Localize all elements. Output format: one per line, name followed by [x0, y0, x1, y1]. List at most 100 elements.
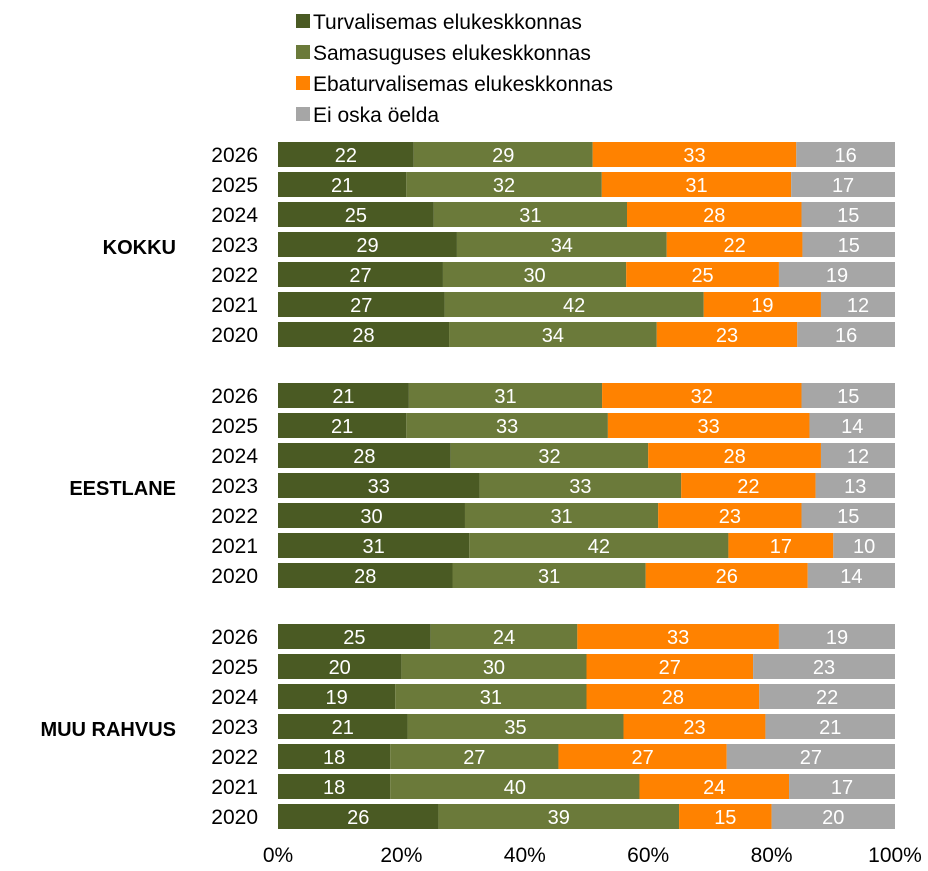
data-label: 12 — [847, 446, 869, 468]
bar-segment-3 — [681, 473, 816, 498]
bar-segment-3 — [592, 142, 797, 167]
bar-segment-1 — [278, 714, 408, 739]
bar-row-2022: 2022 27 30 25 19 — [211, 262, 895, 287]
bar-segment-1 — [278, 322, 450, 347]
bar-segment-4 — [778, 624, 895, 649]
bar-segment-4 — [789, 774, 895, 799]
bar-segment-1 — [278, 624, 431, 649]
year-label: 2021 — [211, 535, 258, 558]
bar-segment-1 — [278, 533, 470, 558]
data-label: 18 — [323, 777, 345, 799]
data-label: 31 — [685, 175, 707, 197]
data-label: 25 — [345, 205, 367, 227]
bar-segment-2 — [406, 413, 608, 438]
bar-segment-1 — [278, 804, 439, 829]
bar-row-2020: 2020 26 39 15 20 — [211, 804, 895, 829]
bar-segment-1 — [278, 684, 396, 709]
bar-segment-3 — [626, 262, 779, 287]
bar-segment-2 — [408, 383, 603, 408]
data-label: 17 — [770, 536, 792, 558]
data-label: 27 — [349, 265, 371, 287]
legend-swatch-4 — [296, 107, 310, 121]
bar-segment-2 — [449, 322, 657, 347]
bar-segment-1 — [278, 473, 480, 498]
year-label: 2023 — [211, 475, 258, 498]
data-label: 25 — [343, 627, 365, 649]
year-label: 2021 — [211, 776, 258, 799]
data-label: 35 — [504, 717, 526, 739]
bar-segment-3 — [658, 503, 802, 528]
year-label: 2026 — [211, 385, 258, 408]
data-label: 19 — [751, 295, 773, 317]
bar-row-2023: 2023 21 35 23 21 — [211, 714, 895, 739]
data-label: 27 — [350, 295, 372, 317]
bar-segment-3 — [623, 714, 766, 739]
bar-segment-2 — [469, 533, 729, 558]
bar-row-2025: 2025 21 32 31 17 — [211, 172, 895, 197]
bar-segment-3 — [679, 804, 772, 829]
bar-row-2023: 2023 33 33 22 13 — [211, 473, 895, 498]
year-label: 2026 — [211, 626, 258, 649]
data-label: 28 — [354, 566, 376, 588]
bar-segment-1 — [278, 744, 391, 769]
data-label: 10 — [853, 536, 875, 558]
data-label: 30 — [523, 265, 545, 287]
bar-segment-4 — [801, 383, 895, 408]
bar-row-2026: 2026 22 29 33 16 — [211, 142, 895, 167]
bar-row-2026: 2026 25 24 33 19 — [211, 624, 895, 649]
bar-segment-1 — [278, 142, 414, 167]
bar-segment-3 — [586, 654, 754, 679]
bar-segment-2 — [450, 443, 649, 468]
data-label: 19 — [325, 687, 347, 709]
data-label: 19 — [826, 265, 848, 287]
bar-segment-4 — [791, 172, 895, 197]
data-label: 32 — [493, 175, 515, 197]
bar-segment-3 — [627, 202, 802, 227]
year-label: 2024 — [211, 686, 258, 709]
legend-swatch-1 — [296, 14, 310, 28]
data-label: 23 — [716, 325, 738, 347]
bar-segment-1 — [278, 232, 457, 257]
bar-segment-2 — [401, 654, 587, 679]
data-label: 31 — [480, 687, 502, 709]
data-label: 28 — [703, 205, 725, 227]
data-label: 32 — [538, 446, 560, 468]
data-label: 17 — [832, 175, 854, 197]
bar-segment-4 — [833, 533, 895, 558]
data-label: 34 — [542, 325, 564, 347]
data-label: 29 — [492, 145, 514, 167]
data-label: 27 — [800, 747, 822, 769]
bar-segment-3 — [586, 684, 760, 709]
data-label: 20 — [329, 657, 351, 679]
x-tick-label: 20% — [380, 844, 422, 867]
bar-row-2021: 2021 18 40 24 17 — [211, 774, 895, 799]
data-label: 22 — [737, 476, 759, 498]
x-tick-label: 60% — [627, 844, 669, 867]
data-label: 33 — [698, 416, 720, 438]
year-label: 2020 — [211, 806, 258, 829]
bar-segment-4 — [778, 262, 895, 287]
bar-segment-4 — [802, 232, 895, 257]
data-label: 31 — [519, 205, 541, 227]
bar-segment-2 — [444, 292, 704, 317]
bar-row-2024: 2024 28 32 28 12 — [211, 443, 895, 468]
bar-segment-2 — [479, 473, 682, 498]
data-label: 25 — [691, 265, 713, 287]
bar-segment-3 — [558, 744, 727, 769]
year-label: 2022 — [211, 264, 258, 287]
bar-segment-3 — [648, 443, 821, 468]
data-label: 33 — [368, 476, 390, 498]
bar-segment-2 — [464, 503, 659, 528]
bar-row-2025: 2025 20 30 27 23 — [211, 654, 895, 679]
data-label: 39 — [548, 807, 570, 829]
legend-label-3: Ebaturvalisemas elukeskkonnas — [313, 73, 613, 96]
year-label: 2022 — [211, 505, 258, 528]
data-label: 34 — [551, 235, 573, 257]
x-axis: 0% 20% 40% 60% 80% 100% — [263, 844, 922, 867]
bar-row-2021: 2021 31 42 17 10 — [211, 533, 895, 558]
data-label: 17 — [831, 777, 853, 799]
bar-segment-3 — [602, 383, 802, 408]
